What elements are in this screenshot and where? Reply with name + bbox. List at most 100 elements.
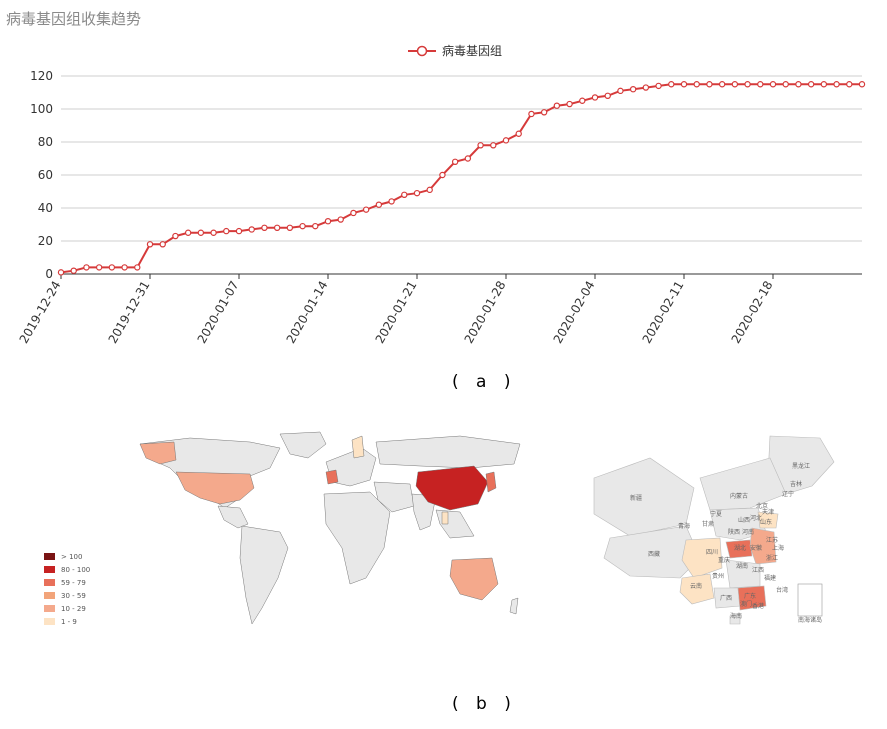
data-point [286,224,294,231]
map-legend-row: > 100 [44,550,90,563]
data-point [553,102,561,109]
legend-line-marker-icon [408,45,436,56]
x-tick-label: 2020-02-11 [640,279,687,346]
data-point [159,241,166,248]
map-legend-row: 30 - 59 [44,589,90,602]
data-point [757,81,764,88]
province-label: 天津 [762,509,774,516]
province-label: 内蒙古 [730,492,748,500]
map-region-greenland [279,431,327,459]
data-point [210,229,217,236]
data-point [57,269,65,276]
data-point [134,264,141,271]
x-tick-label: 2020-02-04 [551,279,598,346]
data-point [413,189,421,197]
data-point [833,81,840,88]
province-label: 山西 [738,516,750,524]
data-point [324,217,332,225]
province-label: 青海 [678,522,690,530]
map-region-southeast-asia [435,509,475,539]
map-legend-row: 59 - 79 [44,576,90,589]
province-label: 湖南 [736,562,748,570]
province-label: 贵州 [712,572,724,580]
data-point [299,222,306,230]
data-point [591,94,599,101]
data-point [858,81,866,88]
province-label: 重庆 [718,556,730,564]
province-label: 香港 [752,602,764,610]
map-legend: > 100 80 - 100 59 - 79 30 - 59 10 - 29 1… [44,550,90,628]
map-region-new-zealand [509,597,519,615]
chart-legend[interactable]: 病毒基因组 [408,42,502,59]
data-point [490,142,497,149]
province-label: 江西 [752,567,764,574]
map-region-usa [175,471,255,505]
chart-title: 病毒基因组收集趋势 [6,10,142,28]
x-tick-label: 2019-12-31 [106,279,153,346]
data-point [172,232,179,240]
data-point [846,81,853,88]
data-point [388,198,395,205]
data-point [337,216,344,223]
province-label: 新疆 [630,494,642,502]
province-label: 云南 [690,582,702,590]
map-region-hainan [729,613,741,625]
data-point [235,227,243,235]
data-point [795,81,802,88]
x-tick-label: 2020-01-14 [284,279,331,346]
map-legend-row: 10 - 29 [44,602,90,615]
data-point [248,226,255,233]
legend-swatch-icon [44,618,55,625]
province-label: 河北 [750,514,762,522]
y-tick-label: 20 [38,234,53,248]
map-region-central-america [217,505,249,529]
data-point [108,264,116,271]
data-point [477,142,484,149]
y-tick-label: 40 [38,201,53,215]
data-point [769,81,777,88]
map-region-australia [449,557,499,601]
map-region-russia [375,435,521,469]
data-point [617,87,624,95]
province-label: 广东 [744,592,756,600]
province-label: 福建 [764,574,776,582]
china-map: 黑龙江 吉林 辽宁 内蒙古 北京 天津 河北 山西 山东 新疆 宁夏 甘肃 青海… [593,435,835,625]
map-region-china [415,465,489,511]
province-label: 吉林 [790,480,802,488]
province-label: 南海诸岛 [798,616,822,624]
x-tick-label: 2020-01-21 [373,279,420,346]
province-label: 辽宁 [782,490,794,498]
caption-a: ( a ) [452,372,517,392]
map-region-middle-east [373,481,415,513]
province-label: 四川 [706,549,718,556]
map-region-shandong [757,511,779,529]
province-label: 黑龙江 [792,462,810,470]
south-china-sea-inset [797,583,823,617]
data-point [451,158,459,165]
data-point [566,100,573,108]
province-label: 浙江 [766,554,778,562]
data-point [312,222,319,230]
map-legend-row: 1 - 9 [44,615,90,628]
data-point [375,201,383,208]
legend-swatch-icon [44,553,55,560]
x-tick-label: 2020-01-07 [195,279,242,346]
map-region-south-america [239,525,289,625]
y-tick-label: 80 [38,135,53,149]
data-point [782,81,789,88]
map-region-xinjiang [593,457,695,537]
map-region-hunan-jiangxi [725,559,761,589]
province-label: 澳门 [740,600,752,608]
province-label: 安徽 [750,544,762,552]
legend-swatch-icon [44,566,55,573]
map-region-hubei [725,539,753,559]
map-region-jiangsu-zhejiang [749,527,777,565]
world-map [139,431,521,625]
data-point [146,241,154,248]
y-tick-label: 60 [38,168,53,182]
province-label: 上海 [772,544,784,552]
data-point [528,110,535,118]
data-point [350,209,357,217]
province-label: 台湾 [776,586,788,594]
china-province-labels: 黑龙江 吉林 辽宁 内蒙古 北京 天津 河北 山西 山东 新疆 宁夏 甘肃 青海… [630,462,822,624]
